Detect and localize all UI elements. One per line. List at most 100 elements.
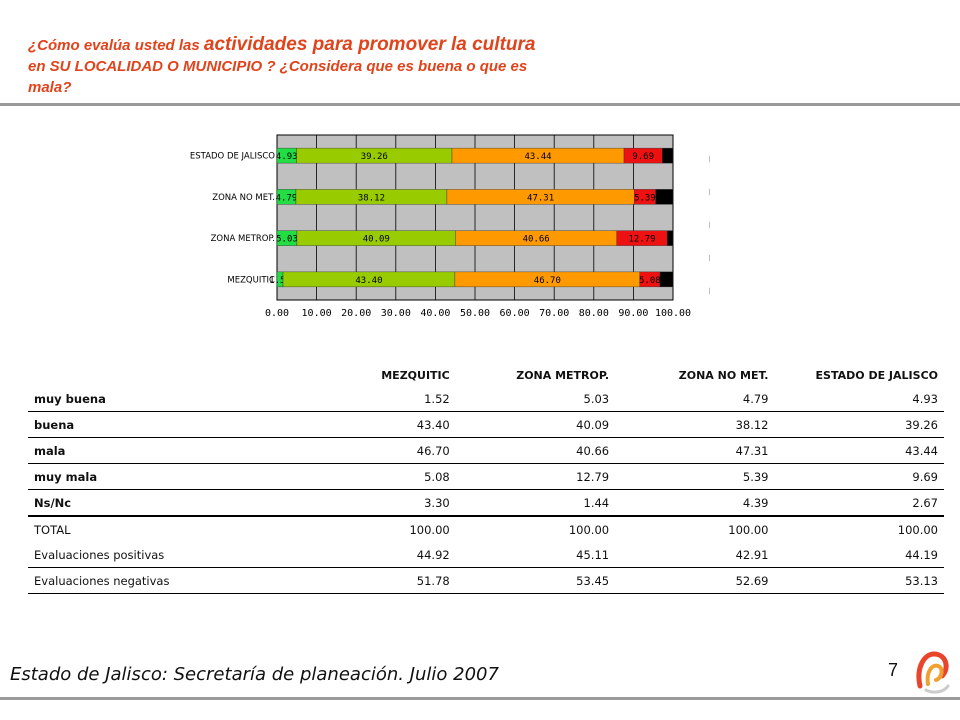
table-row: Ns/Nc 3.30 1.44 4.39 2.67: [28, 489, 944, 517]
data-label: 4.79: [276, 193, 298, 203]
row-label: buena: [28, 411, 293, 438]
cell-value: 38.12: [615, 411, 775, 438]
cell-value: 5.03: [455, 386, 616, 412]
cell-value: 4.93: [774, 386, 944, 412]
table-row: buena 43.40 40.09 38.12 39.26: [28, 411, 944, 438]
x-tick-label: 0.00: [265, 308, 289, 319]
x-tick-label: 50.00: [460, 308, 490, 319]
cell-value: 12.79: [455, 463, 616, 490]
table-row: muy mala 5.08 12.79 5.39 9.69: [28, 463, 944, 490]
data-label: 40.66: [523, 235, 550, 245]
table-header-blank: [28, 348, 292, 386]
bar-segment: [655, 189, 674, 205]
cell-value: 1.52: [292, 386, 456, 412]
cell-value: 1.44: [455, 489, 616, 517]
x-tick-label: 10.00: [302, 308, 332, 319]
cell-value: 5.39: [615, 463, 775, 490]
cell-value: 2.67: [774, 489, 944, 517]
cell-value: 100.00: [409, 522, 450, 537]
stacked-bar-chart: 0.00 10.00 20.00 30.00 40.00 50.00 60.00 70.00 8…: [190, 134, 710, 319]
source-footer: Estado de Jalisco: Secretaría de planeac…: [10, 664, 499, 685]
row-label: muy buena: [28, 386, 293, 412]
cell-value: 43.44: [774, 437, 944, 464]
title-part-1: ¿Cómo evalúa usted las: [28, 37, 204, 54]
cell-value: 40.09: [455, 411, 616, 438]
cell-value: 100.00: [897, 522, 938, 537]
table-row: Evaluaciones negativas 51.78 53.45 52.69 53.…: [28, 567, 944, 594]
row-label: Evaluaciones negativas: [28, 567, 293, 594]
bottom-divider: [0, 697, 960, 700]
data-label: 4.93: [276, 152, 298, 162]
table-row: Evaluaciones positivas 44.92 45.11 42.91 44.…: [28, 542, 944, 568]
cell-value: 52.69: [615, 567, 775, 594]
data-label: 5.03: [276, 235, 298, 245]
cell-value: 40.66: [455, 437, 616, 464]
cell-value: 3.30: [292, 489, 456, 517]
data-label: 40.09: [363, 235, 390, 245]
cell-value: 5.08: [292, 463, 456, 490]
data-label: 47.31: [527, 193, 554, 203]
category-label: MEZQUITIC: [227, 275, 275, 285]
page-number: 7: [888, 660, 899, 680]
x-tick-label: 90.00: [618, 308, 648, 319]
data-table: MEZQUITIC ZONA METROP. ZONA NO MET. ESTA…: [28, 348, 944, 594]
table-row: muy buena 1.52 5.03 4.79 4.93: [28, 386, 944, 412]
table-row: mala 46.70 40.66 47.31 43.44: [28, 437, 944, 464]
bar-segment: [659, 271, 674, 288]
x-tick-label: 100.00: [655, 308, 691, 319]
x-tick-label: 30.00: [381, 308, 411, 319]
cell-value: 44.92: [292, 542, 456, 568]
bar-segment: [662, 147, 674, 164]
cell-value: 51.78: [292, 567, 456, 594]
data-label: 46.70: [534, 276, 561, 286]
cell-value: 4.39: [615, 489, 775, 517]
cell-value: 44.19: [774, 542, 944, 568]
cell-value: 46.70: [292, 437, 456, 464]
category-label: ESTADO DE JALISCO: [190, 152, 275, 162]
title-part-2: actividades para promover la cultura: [203, 34, 536, 55]
cell-value: 9.69: [774, 463, 944, 490]
row-label: Ns/Nc: [28, 489, 293, 517]
cell-value: 100.00: [568, 522, 610, 537]
cell-value: 43.40: [292, 411, 456, 438]
cell-value: 53.13: [774, 567, 944, 594]
slide-title: ¿Cómo evalúa usted las actividades para …: [28, 34, 548, 98]
table-header-estado-jalisco: ESTADO DE JALISCO: [815, 369, 938, 382]
x-tick-label: 70.00: [539, 308, 569, 319]
cell-value: 4.79: [615, 386, 775, 412]
table-header-zona-metrop: ZONA METROP.: [516, 369, 610, 382]
row-label: mala: [28, 437, 293, 464]
data-label: 43.44: [524, 152, 551, 162]
x-tick-label: 40.00: [420, 308, 450, 319]
row-label: Evaluaciones positivas: [28, 542, 293, 568]
x-tick-label: 20.00: [341, 308, 371, 319]
x-tick-label: 60.00: [500, 308, 530, 319]
category-label: ZONA METROP.: [211, 234, 275, 244]
data-label: 43.40: [355, 276, 382, 286]
data-label: 12.79: [628, 235, 655, 245]
cell-value: 100.00: [728, 522, 769, 537]
data-label: 39.26: [361, 152, 388, 162]
title-part-3: en SU LOCALIDAD O MUNICIPIO ? ¿Considera…: [28, 58, 528, 96]
cell-value: 42.91: [615, 542, 775, 568]
data-label: 1.52: [269, 276, 291, 286]
row-label: muy mala: [28, 463, 293, 490]
data-label: 5.08: [639, 276, 661, 286]
table-header-row: MEZQUITIC ZONA METROP. ZONA NO MET. ESTA…: [28, 348, 944, 386]
table-header-mezquitic: MEZQUITIC: [381, 369, 450, 382]
cell-value: 47.31: [615, 437, 775, 464]
cell-value: 53.45: [455, 567, 616, 594]
category-label: ZONA NO MET.: [212, 193, 275, 203]
data-label: 9.69: [632, 152, 654, 162]
top-divider: [0, 103, 960, 106]
table-header-zona-no-met: ZONA NO MET.: [678, 369, 769, 382]
data-label: 5.39: [634, 193, 656, 203]
swirl-logo-icon: [916, 651, 950, 694]
table-row: TOTAL 100.00 100.00 100.00 100.00: [28, 516, 944, 542]
x-tick-label: 80.00: [579, 308, 609, 319]
cell-value: 39.26: [774, 411, 944, 438]
data-label: 38.12: [358, 193, 385, 203]
row-label: TOTAL: [34, 522, 71, 537]
cell-value: 45.11: [455, 542, 616, 568]
bar-segment: [667, 230, 674, 246]
